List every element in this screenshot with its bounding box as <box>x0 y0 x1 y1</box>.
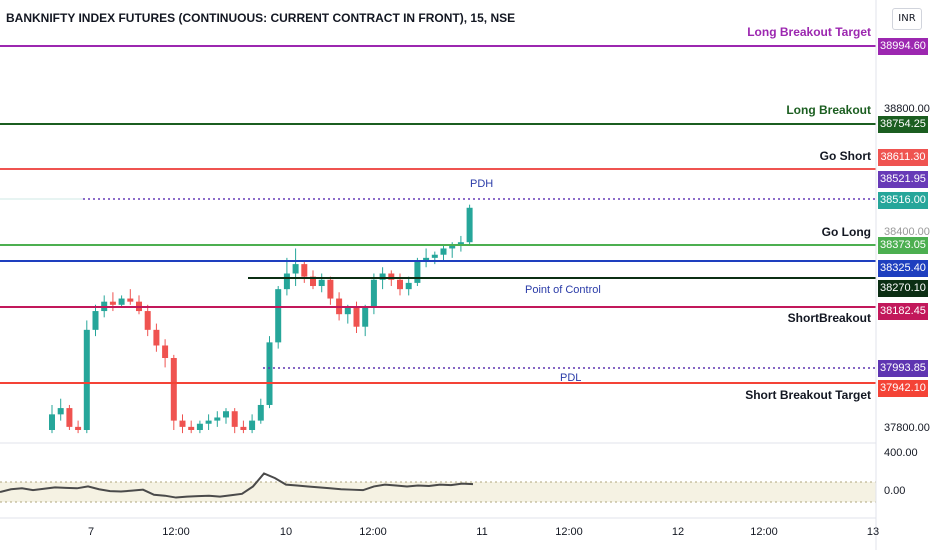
price-tag: 38754.25 <box>878 116 928 133</box>
level-label: Long Breakout Target <box>747 25 871 39</box>
level-label: Short Breakout Target <box>745 388 871 402</box>
candle-body <box>57 408 64 415</box>
price-tag: 38611.30 <box>878 149 928 166</box>
candle-body <box>75 426 82 430</box>
price-tag: 38994.60 <box>878 38 928 55</box>
candle-body <box>423 257 430 261</box>
candle-body <box>153 329 160 346</box>
candle-body <box>301 264 308 277</box>
level-label: ShortBreakout <box>787 311 871 325</box>
candle-body <box>144 311 151 330</box>
time-label: 12:00 <box>750 526 778 538</box>
candle-body <box>310 276 316 287</box>
candle-body <box>196 423 203 430</box>
candle-body <box>431 254 438 258</box>
point-of-control-label: Point of Control <box>525 284 601 296</box>
candle-body <box>457 242 464 246</box>
price-tag: 38325.40 <box>878 260 928 277</box>
candle-body <box>405 282 412 290</box>
price-tag: 38521.95 <box>878 171 928 188</box>
time-label: 12:00 <box>162 526 190 538</box>
candle-body <box>379 273 386 280</box>
candle-body <box>214 417 221 421</box>
time-label: 13 <box>866 526 880 538</box>
candle-body <box>249 420 256 430</box>
oscillator-tick-0: 0.00 <box>884 485 906 497</box>
candle-body <box>66 408 73 427</box>
candle-body <box>397 279 403 290</box>
time-label: 12:00 <box>359 526 387 538</box>
candle-body <box>127 298 134 302</box>
candle-body <box>240 426 247 430</box>
candle-body <box>205 420 212 424</box>
candle-body <box>362 307 369 327</box>
candle-body <box>388 273 395 280</box>
candle-body <box>440 248 447 255</box>
time-label: 11 <box>476 526 488 538</box>
price-tag: 37942.10 <box>878 380 928 397</box>
candle-body <box>275 289 282 343</box>
candle-body <box>118 298 125 305</box>
time-label: 12:00 <box>555 526 583 538</box>
price-tag: 38270.10 <box>878 280 928 297</box>
level-label: Go Long <box>821 225 871 239</box>
level-label: Long Breakout <box>786 103 871 117</box>
candle-body <box>92 311 99 330</box>
time-label: 7 <box>87 526 95 538</box>
oscillator-line <box>0 472 474 499</box>
candle-body <box>83 329 90 430</box>
candlestick-series <box>49 204 473 434</box>
candle-body <box>162 345 169 359</box>
price-tag: 37993.85 <box>878 360 928 377</box>
time-label: 12 <box>671 526 685 538</box>
candle-body <box>257 404 264 421</box>
candle-body <box>223 411 229 418</box>
price-tick-38800: 38800.00 <box>884 103 930 115</box>
candle-body <box>344 307 351 315</box>
candle-body <box>170 358 177 421</box>
pdl-label: PDL <box>560 372 582 384</box>
candle-body <box>353 307 360 327</box>
price-tag: 38182.45 <box>878 303 928 320</box>
candle-body <box>414 260 421 283</box>
time-label: 10 <box>279 526 293 538</box>
candle-body <box>49 414 55 430</box>
symbol-title[interactable]: BANKNIFTY INDEX FUTURES (CONTINUOUS: CUR… <box>6 11 516 25</box>
price-tick-37800: 37800.00 <box>884 422 930 434</box>
pdh-label: PDH <box>470 178 494 190</box>
candle-body <box>109 301 116 305</box>
candle-body <box>370 279 377 308</box>
candle-body <box>292 264 299 274</box>
currency-button[interactable]: INR <box>892 8 922 30</box>
candle-body <box>283 273 290 290</box>
candle-body <box>179 420 186 427</box>
price-tag: 38516.00 <box>878 192 928 209</box>
price-tag: 38373.05 <box>878 237 928 254</box>
candle-body <box>327 279 334 299</box>
candle-body <box>188 426 195 430</box>
candle-body <box>231 411 238 427</box>
candle-body <box>318 279 325 287</box>
oscillator-tick-400: 400.00 <box>884 447 918 459</box>
level-lines <box>0 45 876 384</box>
candle-body <box>449 245 456 249</box>
level-label: Go Short <box>819 149 871 163</box>
candle-body <box>266 342 273 405</box>
candle-body <box>466 207 473 243</box>
price-tick-38400: 38400.00 <box>884 226 930 238</box>
